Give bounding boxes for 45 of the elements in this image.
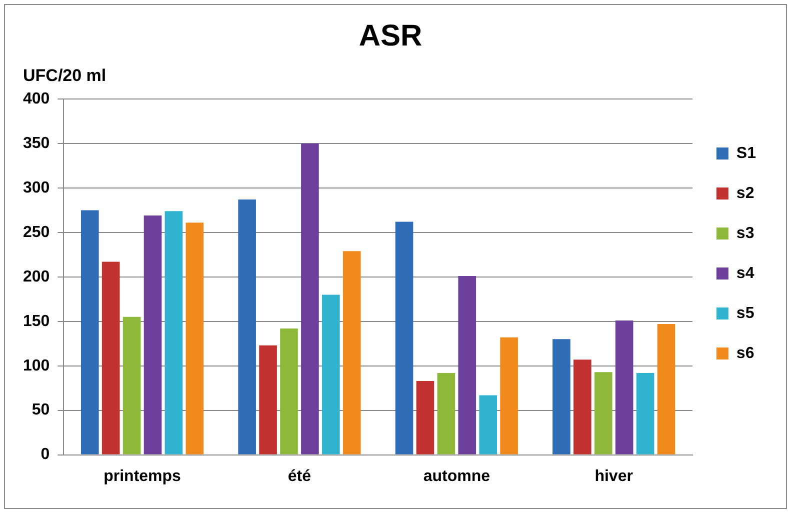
bar (322, 294, 340, 454)
bar (636, 372, 654, 454)
bar (657, 324, 676, 454)
y-tick-label: 50 (32, 402, 50, 419)
y-tick-label: 150 (22, 312, 50, 330)
bar (144, 216, 162, 454)
bar (122, 316, 141, 454)
bar (500, 337, 518, 454)
bar (416, 380, 434, 454)
bar (395, 222, 414, 454)
legend-label: s6 (736, 344, 754, 362)
legend-label: s4 (736, 264, 754, 282)
y-tick-label: 350 (22, 134, 50, 152)
x-tick-label: printemps (104, 468, 182, 485)
legend-label: S1 (736, 144, 756, 162)
bar (186, 222, 204, 454)
bar (573, 360, 592, 454)
bar (342, 251, 361, 454)
y-tick-label: 250 (22, 224, 50, 241)
x-tick-label: automne (423, 468, 490, 485)
x-tick-label: été (288, 468, 312, 485)
bar (552, 339, 570, 454)
legend-label: s5 (736, 304, 754, 322)
bar (164, 211, 183, 454)
bar (280, 328, 298, 454)
x-tick-label: hiver (594, 468, 633, 485)
y-axis-title: UFC/20 ml (23, 66, 106, 86)
bar (615, 320, 634, 454)
legend-label: s2 (736, 184, 754, 202)
bar (80, 210, 99, 454)
y-tick-label: 100 (22, 357, 50, 374)
bar (102, 262, 120, 454)
bar (594, 372, 612, 454)
y-tick-label: 400 (22, 90, 50, 108)
y-tick-label: 300 (22, 179, 50, 196)
bar (238, 200, 256, 454)
bar (259, 345, 277, 454)
legend-label: s3 (736, 224, 754, 242)
y-tick-label: 200 (22, 268, 50, 286)
bar (458, 276, 476, 454)
y-tick-label: 0 (40, 446, 50, 464)
chart-title: ASR (358, 19, 423, 52)
bar (301, 143, 319, 454)
bar (437, 372, 456, 454)
bar (479, 395, 497, 454)
